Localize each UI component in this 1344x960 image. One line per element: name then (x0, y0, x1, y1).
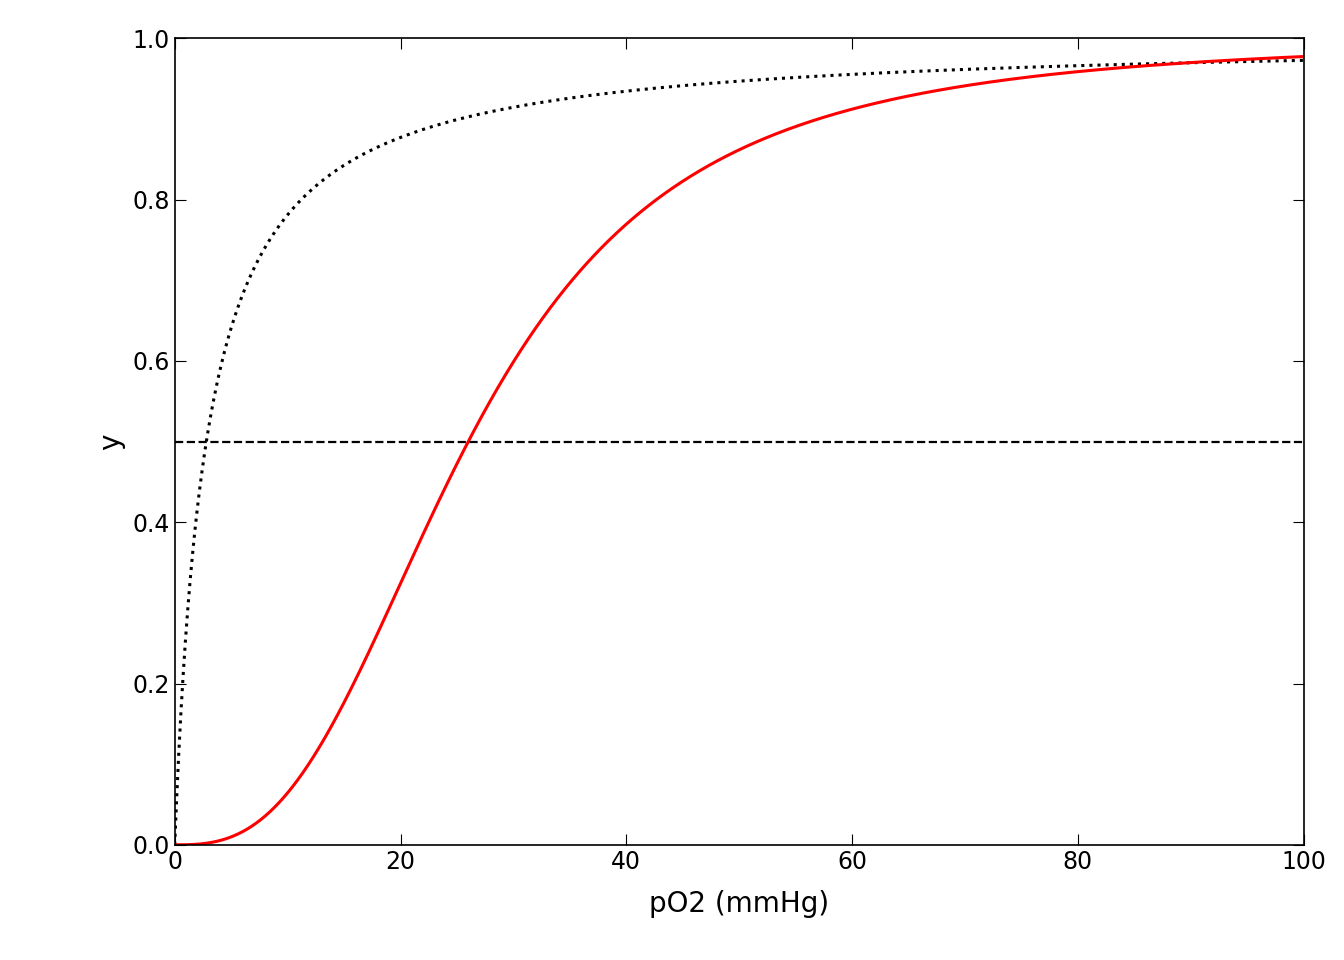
Y-axis label: y: y (98, 433, 125, 450)
X-axis label: pO2 (mmHg): pO2 (mmHg) (649, 890, 829, 919)
